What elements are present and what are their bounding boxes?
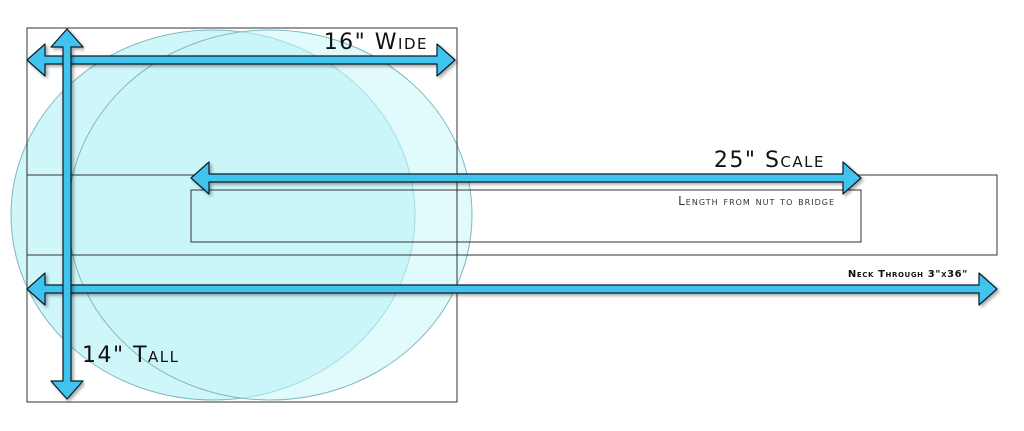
scale-label: 25" Scale [714, 148, 825, 173]
wide-label: 16" Wide [324, 30, 428, 55]
neck-through-arrow [26, 272, 998, 306]
nut-to-bridge-label: Length from nut to bridge [678, 194, 835, 208]
neck-through-label: Neck Through 3"x36" [848, 269, 968, 280]
wide-arrow [26, 43, 456, 77]
scale-arrow [190, 161, 862, 195]
scale-length-box [190, 189, 862, 243]
tall-arrow [50, 28, 84, 400]
tall-label: 14" Tall [82, 343, 180, 368]
